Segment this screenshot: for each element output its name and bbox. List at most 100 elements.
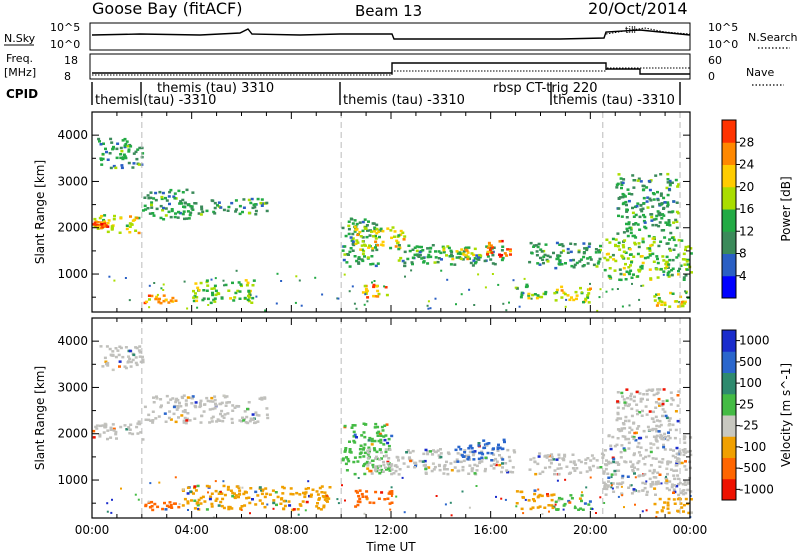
scatter-cell bbox=[363, 512, 366, 515]
scatter-cell bbox=[664, 481, 668, 484]
scatter-cell bbox=[226, 488, 230, 491]
scatter-cell bbox=[676, 477, 680, 481]
scatter-blob bbox=[442, 246, 482, 261]
scatter-cell bbox=[366, 456, 370, 460]
scatter-cell bbox=[637, 442, 641, 445]
scatter-cell bbox=[509, 470, 513, 474]
scatter-cell bbox=[384, 448, 388, 451]
scatter-cell bbox=[636, 412, 639, 416]
scatter-cell bbox=[672, 469, 676, 472]
scatter-cell bbox=[210, 417, 214, 420]
scatter-cell bbox=[687, 482, 690, 485]
scatter-cell bbox=[98, 140, 101, 143]
scatter-cell bbox=[147, 294, 151, 297]
scatter-cell bbox=[341, 249, 345, 252]
scatter-cell bbox=[430, 469, 434, 473]
scatter-cell bbox=[390, 434, 394, 438]
scatter-cell bbox=[366, 229, 369, 232]
scatter-cell bbox=[498, 446, 502, 449]
scatter-cell bbox=[663, 236, 667, 239]
scatter-cell bbox=[551, 506, 555, 510]
scatter-cell bbox=[595, 265, 599, 268]
scatter-cell bbox=[622, 266, 626, 270]
scatter-cell bbox=[402, 462, 406, 465]
scatter-cell bbox=[649, 464, 653, 467]
scatter-cell bbox=[555, 288, 559, 292]
scatter-cell bbox=[129, 215, 132, 218]
scatter-cell bbox=[567, 472, 571, 475]
scatter-cell bbox=[235, 404, 239, 408]
scatter-cell bbox=[131, 166, 135, 169]
scatter-cell bbox=[577, 250, 581, 254]
scatter-cell bbox=[677, 493, 681, 497]
scatter-cell bbox=[671, 454, 675, 458]
scatter-cell bbox=[386, 227, 390, 230]
scatter-cell bbox=[609, 447, 613, 451]
scatter-cell bbox=[545, 258, 549, 262]
scatter-cell bbox=[686, 258, 690, 262]
scatter-cell bbox=[219, 500, 223, 504]
scatter-cell bbox=[301, 500, 305, 503]
scatter-cell bbox=[149, 196, 153, 200]
scatter-cell bbox=[209, 301, 213, 305]
scatter-cell bbox=[132, 162, 136, 165]
scatter-cell bbox=[398, 468, 402, 471]
scatter-cell bbox=[427, 307, 430, 310]
scatter-cell bbox=[356, 233, 360, 237]
scatter-cell bbox=[298, 493, 302, 496]
scatter-cell bbox=[676, 394, 680, 397]
scatter-cell bbox=[621, 474, 625, 478]
scatter-cell bbox=[396, 456, 400, 459]
scatter-cell bbox=[255, 295, 258, 298]
scatter-cell bbox=[492, 246, 496, 249]
scatter-cell bbox=[185, 217, 189, 220]
scatter-cell bbox=[387, 437, 391, 441]
scatter-cell bbox=[615, 186, 619, 189]
scatter-cell bbox=[641, 188, 645, 192]
scatter-blob bbox=[143, 394, 270, 425]
scatter-cell bbox=[231, 281, 234, 285]
scatter-cell bbox=[440, 269, 443, 272]
scatter-cell bbox=[541, 470, 545, 474]
scatter-cell bbox=[214, 277, 217, 280]
scatter-cell bbox=[453, 466, 457, 469]
scatter-cell bbox=[344, 448, 347, 452]
y-tick-label: 3000 bbox=[57, 174, 88, 188]
scatter-cell bbox=[663, 432, 667, 436]
scatter-cell bbox=[214, 402, 217, 406]
scatter-cell bbox=[556, 467, 560, 470]
scatter-cell bbox=[654, 174, 658, 177]
scatter-cell bbox=[372, 465, 376, 469]
scatter-cell bbox=[519, 490, 523, 494]
scatter-cell bbox=[639, 180, 643, 183]
scatter-cell bbox=[424, 467, 428, 471]
scatter-cell bbox=[621, 305, 624, 308]
scatter-cell bbox=[620, 485, 623, 488]
scatter-cell bbox=[123, 155, 127, 158]
scatter-cell bbox=[627, 221, 631, 224]
scatter-cell bbox=[563, 292, 567, 296]
scatter-cell bbox=[356, 503, 360, 507]
scatter-blob bbox=[515, 283, 548, 300]
scatter-cell bbox=[612, 258, 616, 261]
scatter-cell bbox=[599, 466, 603, 469]
scatter-cell bbox=[630, 276, 634, 279]
scatter-cell bbox=[633, 466, 636, 469]
scatter-cell bbox=[201, 298, 205, 302]
scatter-cell bbox=[658, 465, 662, 468]
scatter-cell bbox=[146, 194, 150, 197]
scatter-cell bbox=[501, 256, 505, 260]
scatter-cell bbox=[682, 278, 686, 281]
scatter-cell bbox=[569, 259, 573, 262]
scatter-cell bbox=[674, 456, 677, 459]
scatter-cell bbox=[433, 465, 437, 469]
scatter-cell bbox=[344, 234, 348, 238]
scatter-cell bbox=[201, 495, 205, 499]
scatter-cell bbox=[102, 142, 105, 145]
scatter-cell bbox=[602, 472, 606, 475]
scatter-cell bbox=[672, 248, 676, 251]
scatter-cell bbox=[667, 424, 671, 427]
scatter-cell bbox=[666, 273, 670, 277]
colorbar-frame bbox=[721, 329, 737, 501]
scatter-cell bbox=[620, 186, 623, 190]
